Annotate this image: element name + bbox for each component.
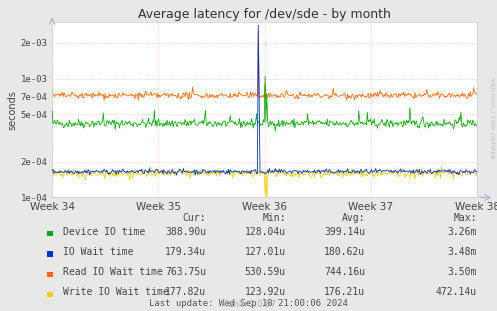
Text: 472.14u: 472.14u [436, 287, 477, 297]
Text: 388.90u: 388.90u [165, 227, 206, 237]
Text: 3.50m: 3.50m [448, 267, 477, 277]
Text: Write IO Wait time: Write IO Wait time [63, 287, 169, 297]
Text: 127.01u: 127.01u [245, 247, 286, 257]
Text: RRDTOOL / TOBI OETIKER: RRDTOOL / TOBI OETIKER [490, 78, 495, 159]
Text: 399.14u: 399.14u [324, 227, 365, 237]
Text: 763.75u: 763.75u [165, 267, 206, 277]
Text: Munin 2.0.67: Munin 2.0.67 [221, 300, 276, 309]
Text: Cur:: Cur: [183, 213, 206, 223]
Text: Read IO Wait time: Read IO Wait time [63, 267, 163, 277]
Text: 176.21u: 176.21u [324, 287, 365, 297]
Text: 128.04u: 128.04u [245, 227, 286, 237]
Text: IO Wait time: IO Wait time [63, 247, 134, 257]
Text: 177.82u: 177.82u [165, 287, 206, 297]
Text: Device IO time: Device IO time [63, 227, 145, 237]
Text: 179.34u: 179.34u [165, 247, 206, 257]
Title: Average latency for /dev/sde - by month: Average latency for /dev/sde - by month [138, 7, 391, 21]
Text: 180.62u: 180.62u [324, 247, 365, 257]
Text: 530.59u: 530.59u [245, 267, 286, 277]
Text: 123.92u: 123.92u [245, 287, 286, 297]
Text: 744.16u: 744.16u [324, 267, 365, 277]
Text: 3.48m: 3.48m [448, 247, 477, 257]
Y-axis label: seconds: seconds [7, 90, 18, 130]
Text: Last update: Wed Sep 18 21:00:06 2024: Last update: Wed Sep 18 21:00:06 2024 [149, 299, 348, 308]
Text: Min:: Min: [262, 213, 286, 223]
Text: Avg:: Avg: [342, 213, 365, 223]
Text: Max:: Max: [454, 213, 477, 223]
Text: 3.26m: 3.26m [448, 227, 477, 237]
